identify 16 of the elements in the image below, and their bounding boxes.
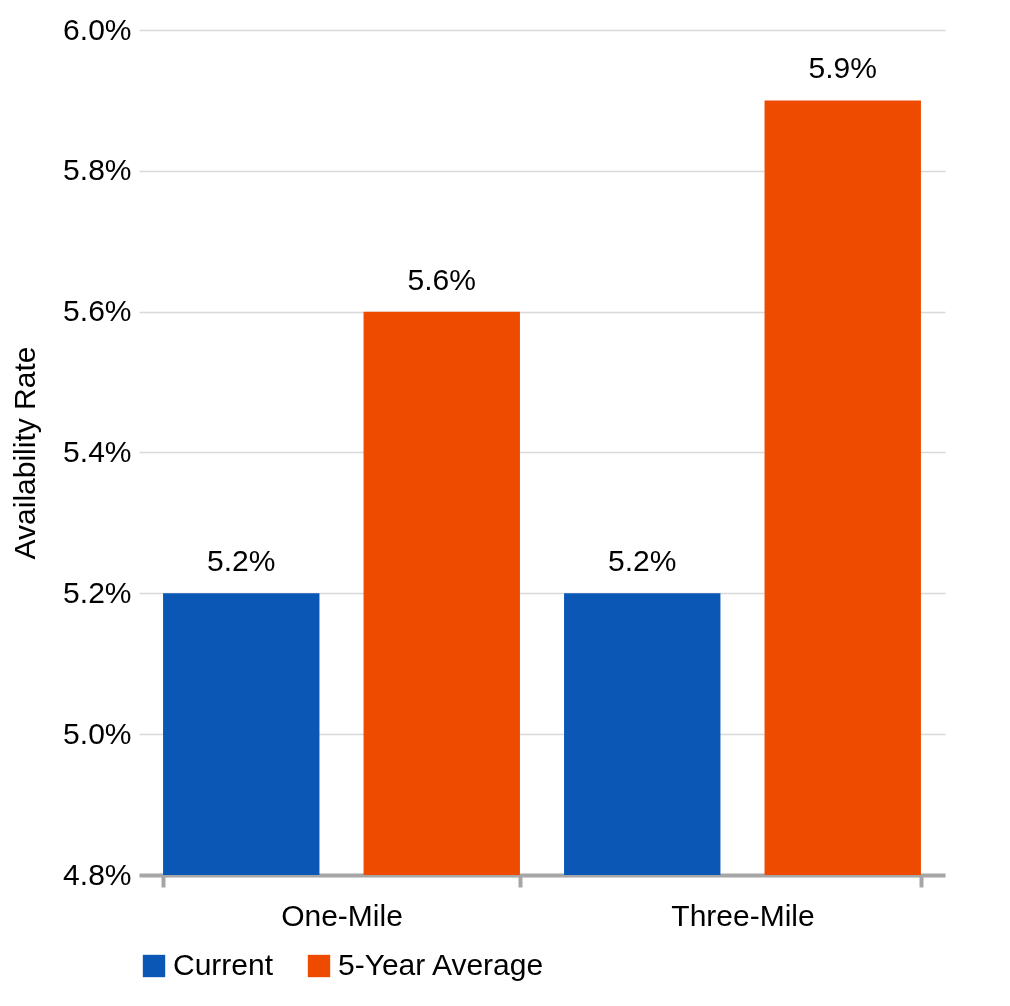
data-label: 5.2% (608, 544, 677, 578)
y-tick-label: 5.0% (63, 716, 132, 750)
x-tick-label: One-Mile (281, 898, 403, 932)
y-tick-label: 5.6% (63, 294, 132, 328)
y-tick-label: 5.8% (63, 153, 132, 187)
x-tick-label: Three-Mile (671, 898, 815, 932)
y-axis-title: Availability Rate (8, 346, 42, 560)
y-tick-label: 4.8% (63, 857, 132, 891)
y-tick-label: 5.2% (63, 575, 132, 609)
legend-label: 5-Year Average (338, 948, 544, 981)
data-label: 5.2% (207, 544, 276, 578)
legend-label: Current (173, 948, 274, 981)
y-tick-label: 6.0% (63, 12, 132, 46)
y-tick-label: 5.4% (63, 435, 132, 468)
data-label: 5.6% (407, 262, 476, 296)
data-label: 5.9% (808, 51, 877, 85)
